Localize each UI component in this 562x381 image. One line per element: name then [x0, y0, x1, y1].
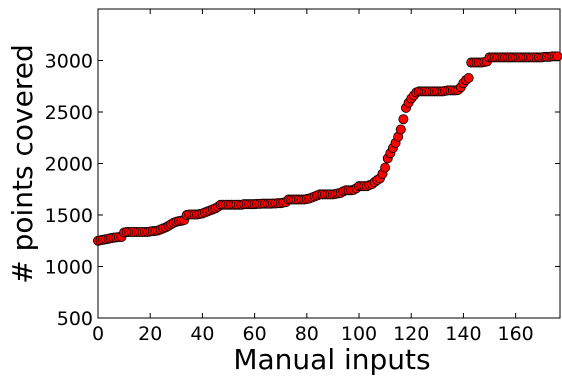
data-point	[398, 114, 409, 125]
y-axis-label: # points covered	[6, 44, 39, 283]
x-tick-label: 160	[497, 323, 533, 345]
x-tick-label: 140	[445, 323, 481, 345]
y-tick-label: 3000	[45, 51, 93, 73]
data-point	[380, 162, 391, 173]
x-tick-label: 40	[190, 323, 214, 345]
tick-labels: 0 20 40 60 80 100 120 140 160 500 1000 1500 2000 2500…	[45, 51, 534, 346]
data-point	[463, 73, 474, 84]
x-tick-label: 80	[295, 323, 319, 345]
data-point	[552, 51, 562, 62]
y-tick-label: 2500	[45, 102, 93, 124]
y-tick-label: 2000	[45, 154, 93, 176]
x-tick-label: 100	[341, 323, 377, 345]
data-point	[395, 124, 406, 135]
y-tick-label: 1500	[45, 205, 93, 227]
x-tick-label: 20	[138, 323, 162, 345]
markers	[93, 51, 562, 246]
x-axis-label: Manual inputs	[233, 343, 430, 376]
x-tick-label: 0	[92, 323, 104, 345]
x-tick-label: 60	[243, 323, 267, 345]
ticks	[97, 9, 560, 319]
y-tick-label: 1000	[45, 257, 93, 279]
x-tick-label: 120	[393, 323, 429, 345]
y-tick-label: 500	[57, 308, 93, 330]
